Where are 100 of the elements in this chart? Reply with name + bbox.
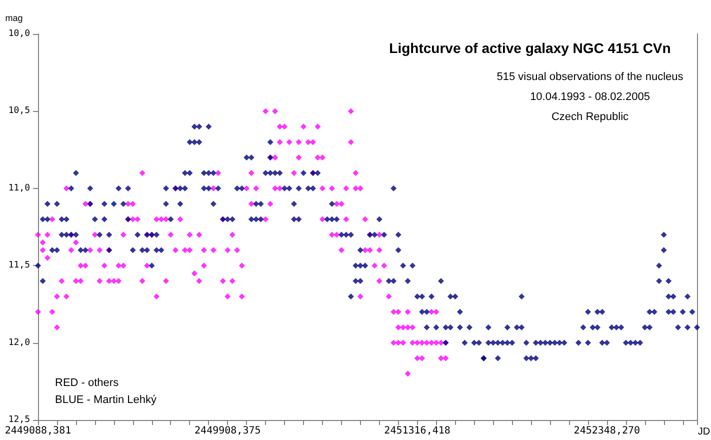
point bbox=[296, 185, 302, 192]
point bbox=[594, 324, 600, 330]
point bbox=[96, 278, 103, 284]
point bbox=[523, 355, 530, 362]
annotation: 10.04.1993 - 08.02.2005 bbox=[530, 91, 650, 103]
point bbox=[376, 278, 382, 284]
point bbox=[163, 185, 170, 192]
point bbox=[419, 355, 426, 362]
point bbox=[395, 247, 402, 254]
annotation: RED - others bbox=[55, 377, 120, 389]
point bbox=[120, 262, 126, 269]
point bbox=[328, 232, 335, 238]
y-tick-label: 11,0 bbox=[8, 183, 30, 194]
point bbox=[87, 185, 94, 192]
point bbox=[504, 340, 510, 346]
point bbox=[177, 185, 184, 192]
point bbox=[54, 247, 60, 254]
point bbox=[154, 247, 160, 254]
point bbox=[433, 340, 440, 346]
point bbox=[200, 185, 207, 192]
point bbox=[518, 324, 525, 330]
point bbox=[191, 139, 198, 146]
point bbox=[494, 355, 501, 362]
point bbox=[442, 355, 449, 362]
point bbox=[272, 185, 278, 192]
point bbox=[599, 340, 606, 346]
point bbox=[253, 200, 260, 207]
point bbox=[366, 247, 373, 254]
point bbox=[101, 216, 108, 222]
point bbox=[390, 278, 397, 284]
point bbox=[357, 262, 364, 269]
point bbox=[334, 232, 340, 238]
point bbox=[296, 154, 302, 161]
point bbox=[684, 324, 691, 330]
point bbox=[319, 185, 326, 192]
point bbox=[660, 247, 667, 254]
point bbox=[447, 324, 454, 330]
point bbox=[646, 324, 653, 330]
point bbox=[352, 278, 359, 284]
x-axis-title: JD bbox=[698, 426, 710, 438]
point bbox=[424, 324, 430, 330]
point bbox=[414, 355, 420, 362]
point bbox=[584, 340, 591, 346]
point bbox=[395, 324, 402, 330]
point bbox=[44, 254, 50, 261]
point bbox=[68, 185, 74, 192]
point bbox=[438, 355, 444, 362]
point bbox=[238, 293, 245, 300]
point bbox=[154, 293, 160, 300]
point bbox=[35, 232, 41, 238]
point bbox=[200, 247, 207, 254]
x-tick-label: 2452348,270 bbox=[574, 426, 640, 436]
point bbox=[196, 278, 202, 284]
point bbox=[63, 216, 70, 222]
point bbox=[72, 232, 79, 238]
x-tick-label: 2449088,381 bbox=[4, 426, 72, 436]
point bbox=[224, 293, 231, 300]
point bbox=[63, 185, 70, 192]
chart-title: Lightcurve of active galaxy NGC 4151 CVn bbox=[389, 40, 671, 56]
point bbox=[352, 185, 359, 192]
point bbox=[116, 278, 122, 284]
annotation: BLUE - Martin Lehký bbox=[55, 394, 157, 406]
point bbox=[78, 278, 84, 284]
point bbox=[196, 124, 202, 130]
point bbox=[206, 185, 212, 192]
point bbox=[338, 247, 344, 254]
point bbox=[172, 247, 178, 254]
point bbox=[229, 278, 236, 284]
point bbox=[40, 216, 46, 222]
point bbox=[248, 216, 254, 222]
point bbox=[400, 340, 406, 346]
point bbox=[314, 154, 321, 161]
point bbox=[319, 216, 326, 222]
point bbox=[163, 216, 170, 222]
point bbox=[210, 200, 216, 207]
point bbox=[144, 262, 150, 269]
point bbox=[485, 340, 492, 346]
point bbox=[357, 278, 364, 284]
annotation: Czech Republic bbox=[551, 111, 630, 123]
point bbox=[186, 232, 193, 238]
point bbox=[220, 278, 226, 284]
point bbox=[410, 340, 416, 346]
point bbox=[49, 216, 56, 222]
y-tick-label: 10,5 bbox=[8, 106, 30, 116]
y-tick-label: 10,0 bbox=[8, 29, 30, 39]
point bbox=[343, 216, 350, 222]
point bbox=[267, 200, 274, 207]
point bbox=[362, 247, 368, 254]
point bbox=[666, 308, 672, 315]
point bbox=[210, 247, 216, 254]
point bbox=[428, 340, 435, 346]
y-axis-title: mag bbox=[5, 13, 23, 23]
y-tick-label: 11,5 bbox=[8, 260, 30, 271]
point bbox=[139, 278, 146, 284]
point bbox=[58, 232, 65, 238]
point bbox=[395, 340, 402, 346]
point bbox=[666, 293, 672, 300]
point bbox=[328, 216, 335, 222]
text: 515 visual observations of the nucleus bbox=[496, 71, 684, 83]
point bbox=[404, 324, 411, 330]
